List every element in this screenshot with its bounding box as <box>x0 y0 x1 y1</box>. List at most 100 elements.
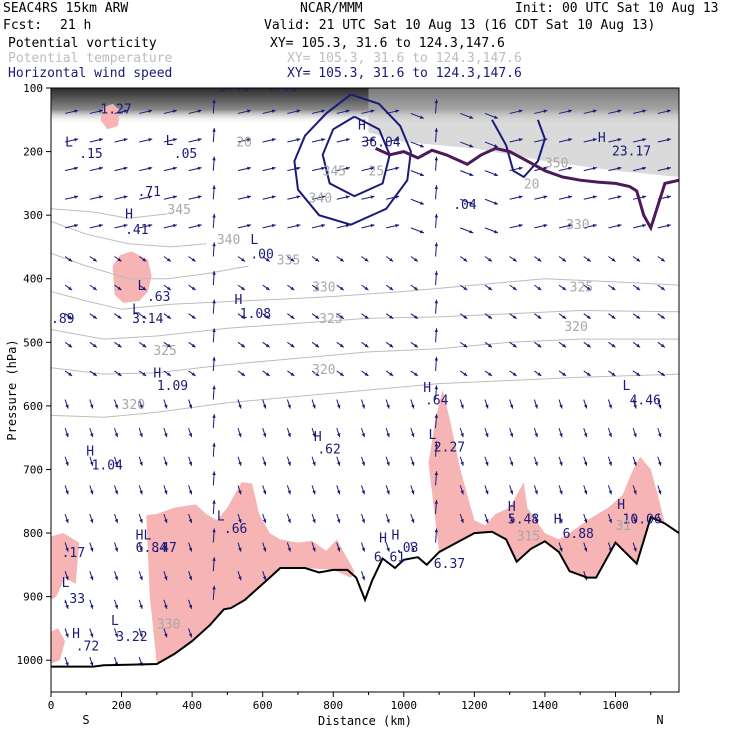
wind-arrow-head <box>271 195 276 199</box>
wind-arrow-head <box>212 156 216 161</box>
x-tick-label: 1000 <box>391 699 418 712</box>
wind-arrow-head <box>315 372 320 376</box>
wind-arrow-head <box>534 519 538 523</box>
pv-label: L <box>111 614 119 629</box>
wind-arrow-head <box>493 201 498 205</box>
wind-arrow-head <box>139 633 143 638</box>
wind-arrow-head <box>660 372 665 376</box>
wind-arrow-head <box>65 604 69 609</box>
wind-arrow-head <box>666 223 671 228</box>
wind-arrow-head <box>361 519 365 523</box>
field-theta-xy: XY= 105.3, 31.6 to 124.3,147.6 <box>287 51 522 66</box>
wind-contour <box>293 93 412 226</box>
theta-label: 330 <box>312 280 335 295</box>
theta-contours <box>51 208 679 418</box>
wind-arrow-head <box>238 576 242 581</box>
wind-arrow-head <box>296 166 301 171</box>
wind-arrow-head <box>386 519 390 523</box>
wind-arrow-head <box>142 343 147 348</box>
wind-arrow-head <box>586 315 591 319</box>
wind-arrow-head <box>642 223 647 228</box>
wind-arrow-head <box>212 585 216 590</box>
wind-arrow-head <box>321 109 326 113</box>
wind-arrow-head <box>592 166 597 171</box>
wind-arrow-head <box>386 490 390 495</box>
pv-label: .33 <box>62 592 85 607</box>
wind-arrow-head <box>666 109 671 113</box>
theta-label: 340 <box>309 191 332 206</box>
wind-arrow-head <box>262 490 267 495</box>
wind-arrow-head <box>265 315 270 319</box>
wind-arrow-head <box>642 138 647 142</box>
wind-arrow-head <box>419 172 424 176</box>
wind-arrow-head <box>191 372 196 376</box>
pv-label: L <box>623 379 631 394</box>
wind-arrow-head <box>469 172 474 176</box>
wind-arrow-head <box>617 109 622 113</box>
wind-arrow-head <box>592 195 597 199</box>
field-wind-name: Horizontal wind speed <box>8 66 173 81</box>
wind-arrow-head <box>241 343 245 348</box>
wind-arrow-head <box>68 286 73 291</box>
pv-region <box>51 628 66 664</box>
pv-region <box>100 103 120 130</box>
wind-arrow-head <box>636 315 641 319</box>
wind-arrow-head <box>493 144 498 148</box>
pv-label: L <box>429 428 437 443</box>
wind-arrow-head <box>658 433 662 438</box>
wind-arrow-head <box>290 257 295 262</box>
theta-label: 345 <box>167 203 190 218</box>
wind-arrow-head <box>238 547 242 552</box>
wind-arrow-head <box>247 195 251 199</box>
pv-label: H <box>391 528 399 543</box>
wind-arrow-head <box>537 257 542 262</box>
pv-label: L <box>62 576 70 591</box>
x-axis-label: Distance (km) <box>318 714 412 728</box>
wind-arrow-head <box>164 604 168 609</box>
header-valid: Valid: 21 UTC Sat 10 Aug 13 (16 CDT Sat … <box>264 18 656 33</box>
wind-arrow-head <box>212 414 216 418</box>
wind-arrow-head <box>98 138 103 142</box>
wind-arrow-head <box>315 315 320 319</box>
wind-arrow-head <box>395 166 400 171</box>
wind-arrow-head <box>562 315 567 319</box>
pv-region <box>51 533 80 600</box>
wind-arrow-head <box>90 604 94 609</box>
wind-arrow-head <box>633 547 637 552</box>
wind-arrow-head <box>321 138 326 142</box>
wind-arrow-head <box>188 404 193 409</box>
wind-arrow-head <box>389 286 394 291</box>
contour-labels: 1.27L.15L.05.71H.41L.00L.63L3.14H1.08.89… <box>51 80 662 655</box>
wind-arrow-head <box>212 471 216 476</box>
y-tick-label: 800 <box>23 527 43 540</box>
theta-label: 340 <box>217 233 240 248</box>
wind-arrow-head <box>493 229 498 234</box>
wind-arrow-head <box>413 257 418 262</box>
pv-region <box>428 390 665 578</box>
wind-arrow-head <box>139 547 143 552</box>
wind-arrow-head <box>92 315 97 319</box>
wind-arrow-head <box>509 433 514 438</box>
wind-arrow-head <box>534 404 538 409</box>
wind-arrow-head <box>238 490 242 495</box>
wind-arrow-head <box>312 404 316 409</box>
wind-arrow-head <box>114 433 119 438</box>
pv-label: H <box>153 366 161 381</box>
wind-arrow-head <box>611 315 616 319</box>
pv-label: L <box>137 279 145 294</box>
wind-arrow-head <box>68 257 73 262</box>
wind-arrow-head <box>361 547 365 552</box>
theta-label: 330 <box>157 617 180 632</box>
theta-label: 350 <box>545 156 568 171</box>
pv-label: 3.40 <box>219 80 250 95</box>
wind-arrow-head <box>90 490 94 495</box>
wind-arrow-head <box>148 166 153 171</box>
wind-arrow-head <box>488 343 492 348</box>
wind-arrow-head <box>148 223 153 228</box>
wind-arrow-head <box>463 257 468 262</box>
wind-vectors <box>64 99 671 667</box>
wind-arrow-head <box>617 166 622 171</box>
pv-label: H <box>617 498 625 513</box>
wind-arrow-head <box>287 547 291 552</box>
wind-arrow-head <box>287 404 291 409</box>
